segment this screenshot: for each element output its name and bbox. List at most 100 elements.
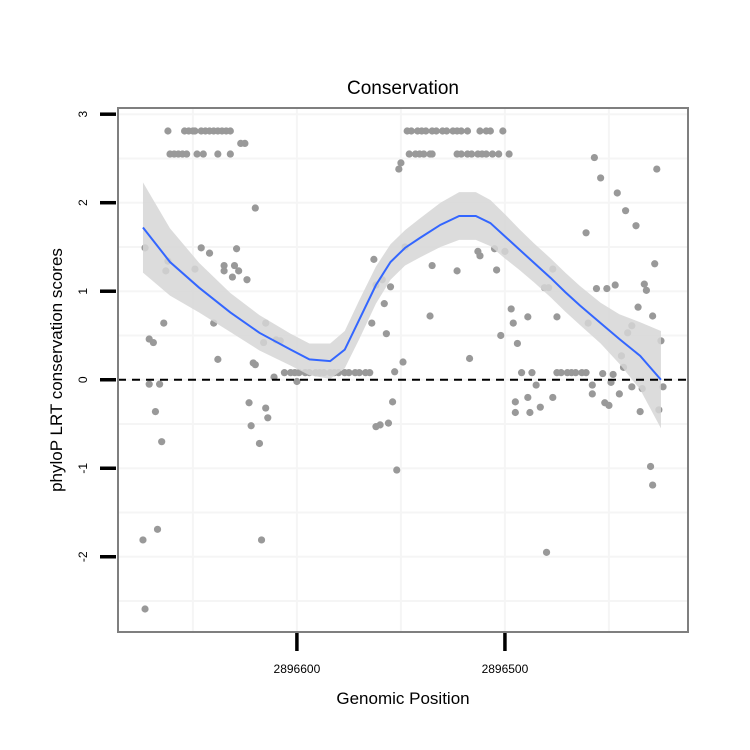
data-point <box>226 127 234 135</box>
data-point <box>592 284 601 293</box>
data-point <box>407 127 415 135</box>
data-point <box>463 127 472 135</box>
data-point <box>476 127 484 135</box>
data-point <box>151 408 160 416</box>
data-point <box>420 150 428 158</box>
data-point <box>228 273 237 281</box>
data-point <box>199 150 207 158</box>
data-point <box>609 370 617 379</box>
data-point <box>640 280 648 288</box>
data-point <box>145 380 153 388</box>
data-point <box>226 150 234 158</box>
confidence-band <box>142 182 661 429</box>
data-point <box>524 313 532 321</box>
data-point <box>397 159 405 167</box>
data-point <box>384 419 393 427</box>
data-point <box>245 399 253 407</box>
data-point <box>465 354 474 363</box>
data-point <box>141 605 149 613</box>
x-tick-label: 2896600 <box>274 662 321 676</box>
data-point <box>628 383 636 391</box>
data-point <box>653 165 661 173</box>
data-point <box>139 536 147 544</box>
plot-panel <box>117 107 689 633</box>
data-point <box>486 127 494 135</box>
y-tick-label: 0 <box>76 376 90 383</box>
data-point <box>536 403 544 411</box>
data-point <box>164 127 172 135</box>
data-point <box>603 284 611 293</box>
data-point <box>251 361 259 369</box>
data-point <box>156 380 164 388</box>
data-point <box>370 255 378 263</box>
panel-background <box>118 108 688 632</box>
data-point <box>499 127 507 135</box>
data-point <box>262 404 270 412</box>
data-point <box>264 414 272 422</box>
data-point <box>507 305 515 313</box>
x-tick-label: 2896500 <box>482 662 529 676</box>
data-point <box>241 139 249 148</box>
data-point <box>588 381 596 389</box>
data-point <box>391 368 399 376</box>
data-point <box>553 313 561 321</box>
data-point <box>549 393 557 402</box>
data-point <box>345 369 353 377</box>
chart-title: Conservation <box>347 78 459 99</box>
data-point <box>611 281 619 289</box>
data-point <box>280 369 289 377</box>
data-point <box>426 312 434 320</box>
data-point <box>528 369 536 377</box>
y-tick-label: -2 <box>76 551 90 562</box>
data-point <box>191 127 199 135</box>
data-point <box>443 127 451 135</box>
data-point <box>158 438 166 446</box>
data-point <box>399 358 407 366</box>
data-point <box>649 312 657 320</box>
data-point <box>590 153 598 162</box>
data-point <box>513 339 522 348</box>
data-point <box>376 421 384 429</box>
data-point <box>605 401 613 410</box>
data-point <box>393 466 401 474</box>
data-point <box>214 355 222 363</box>
data-point <box>235 267 243 275</box>
data-point <box>621 207 630 215</box>
data-point <box>251 204 259 212</box>
data-point <box>453 267 461 275</box>
data-point <box>613 189 621 197</box>
data-point <box>153 525 162 533</box>
data-point <box>488 150 497 158</box>
data-point <box>197 244 205 252</box>
data-point <box>572 369 580 377</box>
data-point <box>432 127 440 135</box>
data-point <box>368 319 376 327</box>
data-point <box>615 390 623 398</box>
data-point <box>524 393 532 402</box>
panel-border <box>117 107 689 633</box>
data-point <box>366 369 374 377</box>
data-point <box>230 261 239 270</box>
data-point <box>517 369 526 377</box>
data-point <box>149 338 157 347</box>
data-point <box>493 266 501 274</box>
data-point <box>405 150 413 158</box>
data-point <box>220 261 228 270</box>
data-point <box>468 150 476 158</box>
data-point <box>382 330 390 338</box>
data-point <box>428 261 436 270</box>
data-point <box>214 150 222 158</box>
y-tick-label: 3 <box>76 111 90 118</box>
data-point <box>243 276 251 284</box>
data-point <box>649 481 657 489</box>
data-point <box>632 222 640 230</box>
data-point <box>295 369 303 377</box>
data-point <box>380 300 388 308</box>
data-point <box>388 398 397 406</box>
data-point <box>495 150 503 158</box>
data-point <box>509 319 517 327</box>
data-point <box>582 369 590 377</box>
data-point <box>542 548 551 556</box>
y-tick-label: 2 <box>76 199 90 206</box>
data-point <box>422 127 430 135</box>
